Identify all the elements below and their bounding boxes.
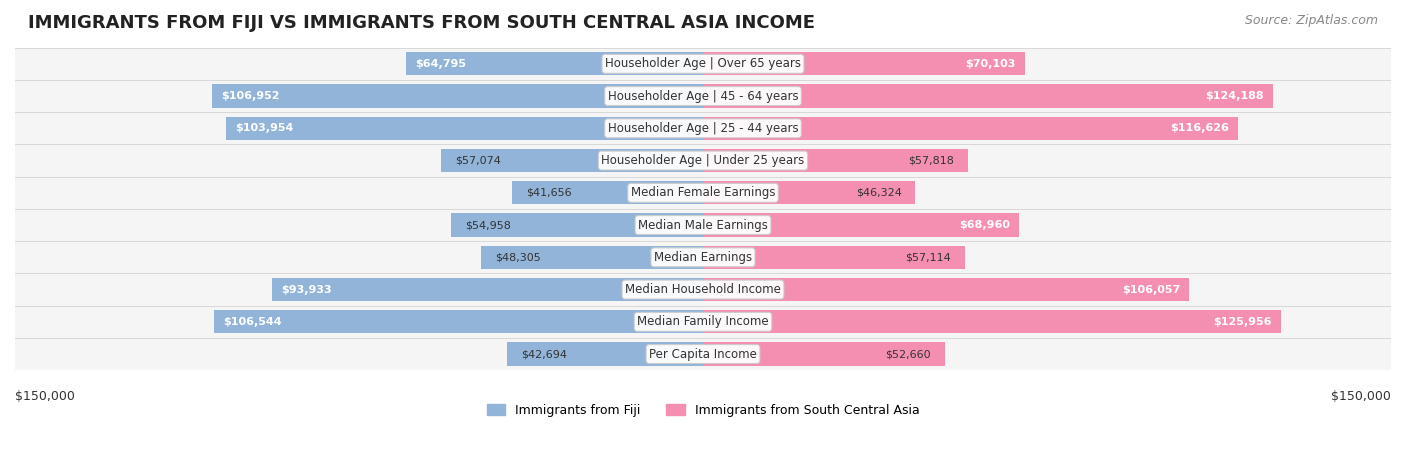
Bar: [15, 177, 1391, 209]
Text: Median Earnings: Median Earnings: [654, 251, 752, 264]
Bar: [406, 52, 703, 76]
Bar: [512, 181, 703, 205]
Text: Median Male Earnings: Median Male Earnings: [638, 219, 768, 232]
Text: $57,074: $57,074: [456, 156, 501, 166]
Bar: [441, 149, 703, 172]
Text: $124,188: $124,188: [1205, 91, 1264, 101]
Bar: [15, 112, 1391, 144]
Bar: [15, 48, 1391, 80]
Text: Median Female Earnings: Median Female Earnings: [631, 186, 775, 199]
Text: Median Household Income: Median Household Income: [626, 283, 780, 296]
Text: $106,544: $106,544: [224, 317, 283, 327]
Text: $64,795: $64,795: [415, 59, 465, 69]
Bar: [703, 213, 1019, 237]
Bar: [214, 310, 703, 333]
Bar: [451, 213, 703, 237]
Text: Per Capita Income: Per Capita Income: [650, 347, 756, 361]
Bar: [212, 85, 703, 108]
Text: $106,057: $106,057: [1122, 284, 1180, 295]
Text: Source: ZipAtlas.com: Source: ZipAtlas.com: [1244, 14, 1378, 27]
Bar: [703, 278, 1189, 301]
Text: $116,626: $116,626: [1170, 123, 1229, 133]
Bar: [15, 306, 1391, 338]
Text: $57,114: $57,114: [905, 252, 952, 262]
Text: $125,956: $125,956: [1213, 317, 1271, 327]
Text: Householder Age | Over 65 years: Householder Age | Over 65 years: [605, 57, 801, 71]
Text: Householder Age | 45 - 64 years: Householder Age | 45 - 64 years: [607, 90, 799, 103]
Text: $52,660: $52,660: [886, 349, 931, 359]
Text: $103,954: $103,954: [235, 123, 294, 133]
Bar: [15, 80, 1391, 112]
Bar: [15, 144, 1391, 177]
Bar: [703, 310, 1281, 333]
Bar: [226, 117, 703, 140]
Text: IMMIGRANTS FROM FIJI VS IMMIGRANTS FROM SOUTH CENTRAL ASIA INCOME: IMMIGRANTS FROM FIJI VS IMMIGRANTS FROM …: [28, 14, 815, 32]
Bar: [703, 117, 1237, 140]
Bar: [703, 149, 969, 172]
Bar: [703, 181, 915, 205]
Bar: [15, 274, 1391, 306]
Bar: [703, 246, 965, 269]
Bar: [273, 278, 703, 301]
Text: $68,960: $68,960: [959, 220, 1010, 230]
Bar: [703, 52, 1025, 76]
Text: $48,305: $48,305: [495, 252, 541, 262]
Text: $93,933: $93,933: [281, 284, 332, 295]
Bar: [481, 246, 703, 269]
Text: $150,000: $150,000: [1331, 389, 1391, 403]
Bar: [15, 209, 1391, 241]
Legend: Immigrants from Fiji, Immigrants from South Central Asia: Immigrants from Fiji, Immigrants from So…: [482, 399, 924, 422]
Text: Householder Age | Under 25 years: Householder Age | Under 25 years: [602, 154, 804, 167]
Text: $54,958: $54,958: [465, 220, 510, 230]
Bar: [508, 342, 703, 366]
Text: $46,324: $46,324: [856, 188, 901, 198]
Bar: [15, 241, 1391, 274]
Text: Householder Age | 25 - 44 years: Householder Age | 25 - 44 years: [607, 122, 799, 135]
Text: $106,952: $106,952: [222, 91, 280, 101]
Text: $57,818: $57,818: [908, 156, 955, 166]
Bar: [703, 342, 945, 366]
Bar: [703, 85, 1272, 108]
Text: $70,103: $70,103: [965, 59, 1015, 69]
Text: $150,000: $150,000: [15, 389, 75, 403]
Text: $41,656: $41,656: [526, 188, 571, 198]
Bar: [15, 338, 1391, 370]
Text: Median Family Income: Median Family Income: [637, 315, 769, 328]
Text: $42,694: $42,694: [522, 349, 567, 359]
